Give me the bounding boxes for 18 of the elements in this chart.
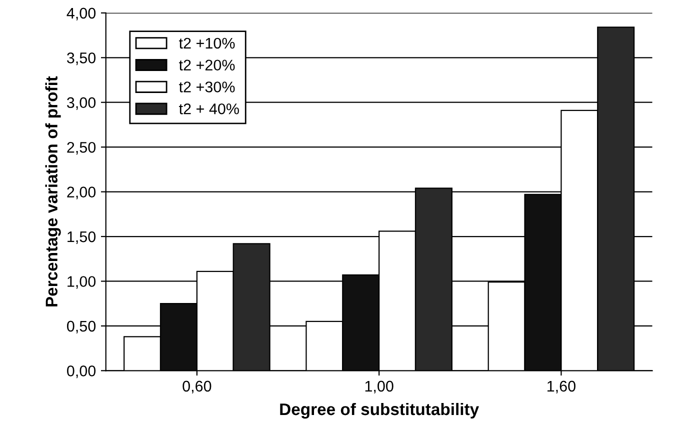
- y-tick-label: 1,00: [68, 276, 96, 289]
- y-tick-label: 0,00: [67, 366, 96, 378]
- legend-label: t2 +20%: [179, 60, 235, 71]
- y-tick-label: 1,50: [68, 231, 96, 244]
- legend-label: t2 + 40%: [179, 103, 239, 114]
- y-tick-label: 2,50: [67, 142, 96, 155]
- y-tick-label: 4,00: [66, 8, 96, 20]
- x-tick-label: 1,60: [547, 380, 576, 394]
- y-tick-label: 3,50: [66, 52, 96, 66]
- x-tick-label: 1,00: [365, 380, 394, 394]
- y-tick-label: 2,00: [67, 186, 96, 200]
- legend-label: t2 +30%: [179, 82, 235, 92]
- x-tick-label: 0,60: [182, 380, 212, 394]
- legend-label: t2 +10%: [179, 38, 235, 49]
- y-tick-label: 0,50: [67, 320, 96, 334]
- y-axis-title: Percentage variation of profit: [45, 76, 61, 306]
- x-axis-title: Degree of substitutability: [280, 402, 479, 419]
- y-tick-label: 3,00: [66, 97, 96, 110]
